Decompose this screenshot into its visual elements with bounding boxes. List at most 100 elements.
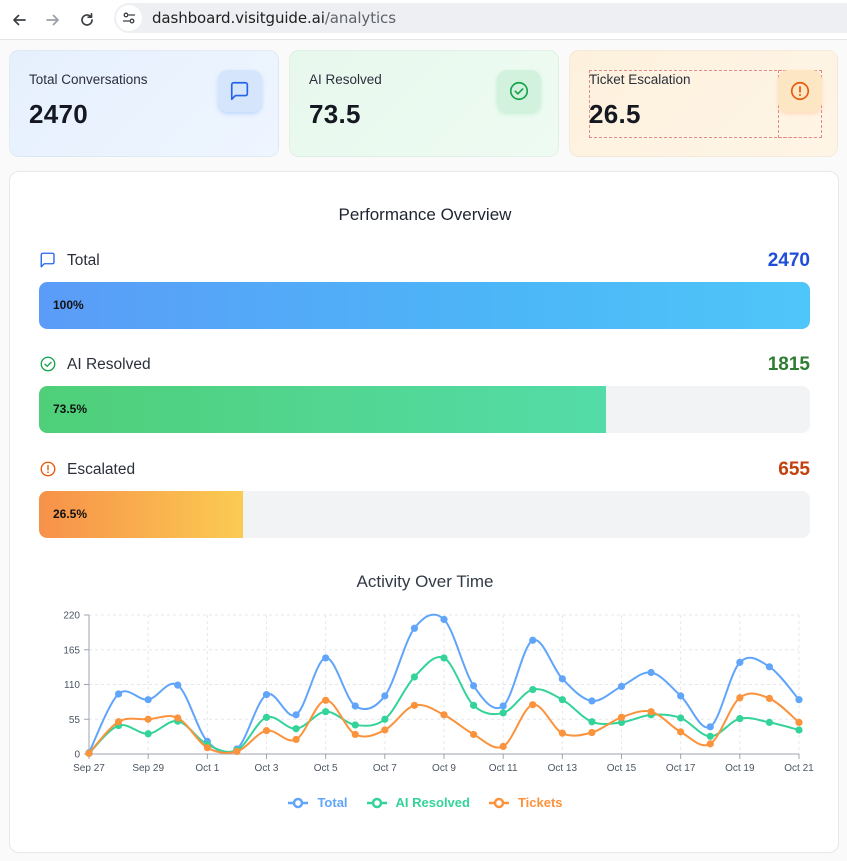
stat-card-label: AI Resolved (309, 72, 382, 87)
y-tick-label: 0 (74, 750, 80, 761)
legend-label: Tickets (517, 795, 563, 810)
chart-title: Activity Over Time (356, 572, 494, 591)
x-tick-label: Oct 7 (373, 763, 397, 774)
x-tick-label: Oct 19 (725, 763, 755, 774)
reload-button[interactable] (72, 5, 102, 35)
metric-row-escalated: Escalated 655 26.5% (39, 459, 810, 538)
check-circle-icon (40, 356, 56, 372)
data-point-ai-resolved (351, 721, 359, 729)
stat-card-label: Ticket Escalation (589, 72, 691, 87)
data-point-tickets (617, 713, 626, 721)
data-point-total (588, 697, 596, 705)
data-point-total (174, 681, 182, 689)
x-tick-label: Oct 3 (255, 763, 279, 774)
stat-card-total-conversations: Total Conversations 2470 (9, 50, 279, 157)
address-bar[interactable]: dashboard.visitguide.ai/analytics (114, 3, 847, 33)
progress-track: 100% (39, 282, 810, 329)
progress-fill: 26.5% (39, 491, 244, 538)
data-point-ai-resolved (292, 725, 300, 733)
data-point-ai-resolved (795, 726, 803, 734)
y-tick-label: 110 (64, 680, 80, 691)
data-point-total (617, 682, 626, 690)
legend-item-ai-resolved[interactable]: AI Resolved (366, 795, 470, 810)
data-point-ai-resolved (765, 718, 774, 727)
progress-fill: 100% (39, 282, 810, 329)
data-point-tickets (529, 701, 537, 709)
data-point-ai-resolved (469, 701, 478, 709)
check-circle-icon (509, 81, 529, 101)
stat-card-value: 26.5 (589, 99, 641, 129)
progress-fill: 73.5% (39, 386, 606, 433)
x-tick-label: Oct 21 (784, 763, 814, 774)
metric-value: 2470 (767, 250, 810, 271)
data-point-tickets (647, 708, 655, 716)
metric-row-ai-resolved: AI Resolved 1815 73.5% (39, 354, 810, 433)
data-point-total (795, 696, 803, 704)
stat-card-icon-badge (218, 70, 262, 112)
data-point-tickets (85, 749, 93, 757)
url-host: dashboard.visitguide.ai (152, 9, 325, 27)
stat-card-value: 2470 (29, 99, 89, 129)
data-point-total (114, 690, 123, 698)
data-point-ai-resolved (144, 730, 152, 738)
data-point-ai-resolved (410, 673, 419, 681)
metric-label: Total (67, 252, 100, 269)
data-point-tickets (736, 694, 744, 702)
stat-card-icon-badge (778, 70, 822, 112)
browser-toolbar: dashboard.visitguide.ai/analytics (0, 0, 847, 40)
legend-line-marker-icon (288, 797, 309, 808)
legend-item-tickets[interactable]: Tickets (488, 795, 563, 810)
data-point-total (706, 723, 714, 731)
legend-item-total[interactable]: Total (287, 795, 348, 810)
progress-percent-label: 100% (53, 298, 84, 312)
data-point-tickets (677, 728, 685, 736)
data-point-tickets (203, 744, 211, 752)
metric-label: Escalated (67, 461, 136, 478)
reload-icon (81, 12, 93, 26)
metric-row-total: Total 2470 100% (39, 250, 810, 329)
data-point-total (736, 658, 744, 666)
data-point-tickets (795, 718, 803, 727)
url-text: dashboard.visitguide.ai/analytics (152, 9, 396, 27)
data-point-ai-resolved (381, 715, 389, 723)
stat-card-ai-resolved: AI Resolved 73.5 (289, 50, 559, 157)
x-tick-label: Oct 9 (432, 763, 456, 774)
data-point-ai-resolved (706, 732, 714, 740)
data-point-total (529, 636, 537, 644)
data-point-tickets (765, 694, 774, 702)
tune-icon (122, 12, 136, 24)
data-point-tickets (381, 726, 389, 734)
data-point-total (647, 668, 655, 677)
data-point-total (351, 702, 359, 710)
data-point-ai-resolved (736, 715, 744, 723)
data-point-tickets (292, 735, 300, 744)
x-tick-label: Oct 1 (195, 763, 219, 774)
data-point-ai-resolved (558, 696, 566, 704)
data-point-tickets (706, 740, 714, 748)
x-tick-label: Sep 29 (132, 763, 164, 774)
data-point-tickets (114, 718, 123, 726)
data-point-tickets (144, 715, 152, 723)
data-point-tickets (322, 696, 330, 704)
y-tick-label: 55 (69, 715, 81, 726)
legend-label: Total (317, 795, 348, 810)
x-tick-label: Sep 27 (73, 763, 105, 774)
data-point-tickets (499, 742, 507, 751)
data-point-total (262, 691, 271, 699)
data-point-total (440, 615, 448, 624)
data-point-ai-resolved (440, 654, 448, 662)
x-tick-label: Oct 17 (666, 763, 696, 774)
site-settings-button[interactable] (116, 5, 142, 31)
legend-line-marker-icon (366, 797, 387, 808)
data-point-tickets (233, 747, 241, 756)
metric-label: AI Resolved (67, 356, 151, 373)
data-point-total (677, 692, 685, 700)
back-button[interactable] (4, 5, 34, 35)
data-point-total (410, 624, 419, 632)
arrow-right-icon (46, 14, 59, 25)
url-path: /analytics (324, 9, 396, 27)
arrow-left-icon (13, 14, 26, 25)
data-point-ai-resolved (529, 685, 537, 694)
performance-title: Performance Overview (338, 205, 512, 224)
forward-button[interactable] (38, 5, 68, 35)
